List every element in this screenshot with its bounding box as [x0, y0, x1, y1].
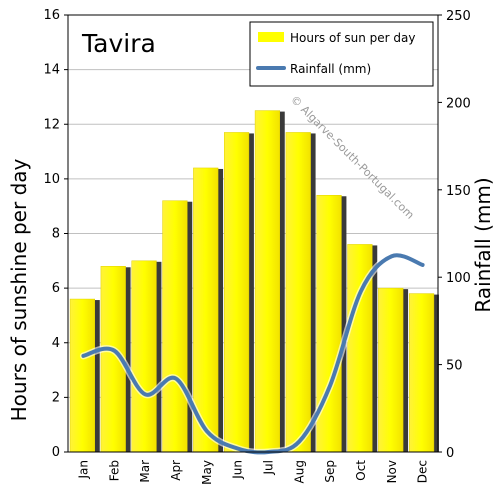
x-label-jan: Jan — [76, 460, 90, 480]
legend-label-sun: Hours of sun per day — [290, 31, 415, 45]
left-tick-label-0: 0 — [52, 445, 60, 460]
legend-label-rainfall: Rainfall (mm) — [290, 62, 371, 76]
bar-nov — [378, 287, 404, 453]
x-label-dec: Dec — [416, 460, 430, 483]
bar-jan — [69, 298, 96, 453]
bar-mar — [131, 260, 157, 453]
x-label-oct: Oct — [354, 460, 368, 481]
left-tick-label-12: 12 — [43, 117, 60, 132]
x-label-jun: Jun — [231, 460, 245, 480]
left-tick-label-14: 14 — [43, 63, 60, 78]
category-axis: Jan Feb Mar Apr May Jun Jul Aug Sep Oct Nov Dec — [76, 460, 429, 485]
bar-dec — [409, 293, 435, 453]
x-label-may: May — [200, 460, 214, 485]
x-label-mar: Mar — [138, 460, 152, 483]
left-tick-label-8: 8 — [52, 227, 60, 242]
y-axis-title-right: Rainfall (mm) — [471, 177, 495, 312]
right-tick-label-250: 250 — [446, 9, 471, 24]
right-tick-label-50: 50 — [446, 359, 463, 374]
x-label-jul: Jul — [261, 460, 275, 475]
left-axis-ticks: 0 2 4 6 8 10 12 14 16 — [43, 8, 68, 460]
x-label-apr: Apr — [169, 460, 183, 481]
left-tick-label-2: 2 — [52, 390, 60, 405]
bar-jun — [224, 132, 250, 453]
right-tick-label-0: 0 — [446, 446, 454, 461]
x-label-nov: Nov — [385, 460, 399, 483]
right-tick-label-150: 150 — [446, 184, 471, 199]
right-tick-label-200: 200 — [446, 96, 471, 111]
legend-swatch-sun — [258, 32, 284, 42]
y-axis-title-left: Hours of sunshine per day — [7, 158, 31, 421]
left-tick-label-4: 4 — [52, 336, 60, 351]
bar-apr — [162, 200, 188, 453]
right-axis-ticks: 0 50 100 150 200 250 — [438, 9, 471, 461]
bar-may — [193, 167, 219, 453]
chart-title: Tavira — [81, 29, 156, 58]
left-tick-label-10: 10 — [43, 172, 60, 187]
x-label-aug: Aug — [292, 460, 306, 483]
legend: Hours of sun per day Rainfall (mm) — [249, 21, 434, 87]
left-tick-label-6: 6 — [52, 281, 60, 296]
left-tick-label-16: 16 — [43, 8, 60, 23]
bar-aug — [285, 132, 311, 453]
bar-jul — [254, 110, 280, 453]
x-label-feb: Feb — [107, 460, 121, 481]
right-tick-label-100: 100 — [446, 271, 471, 286]
x-label-sep: Sep — [323, 460, 337, 483]
